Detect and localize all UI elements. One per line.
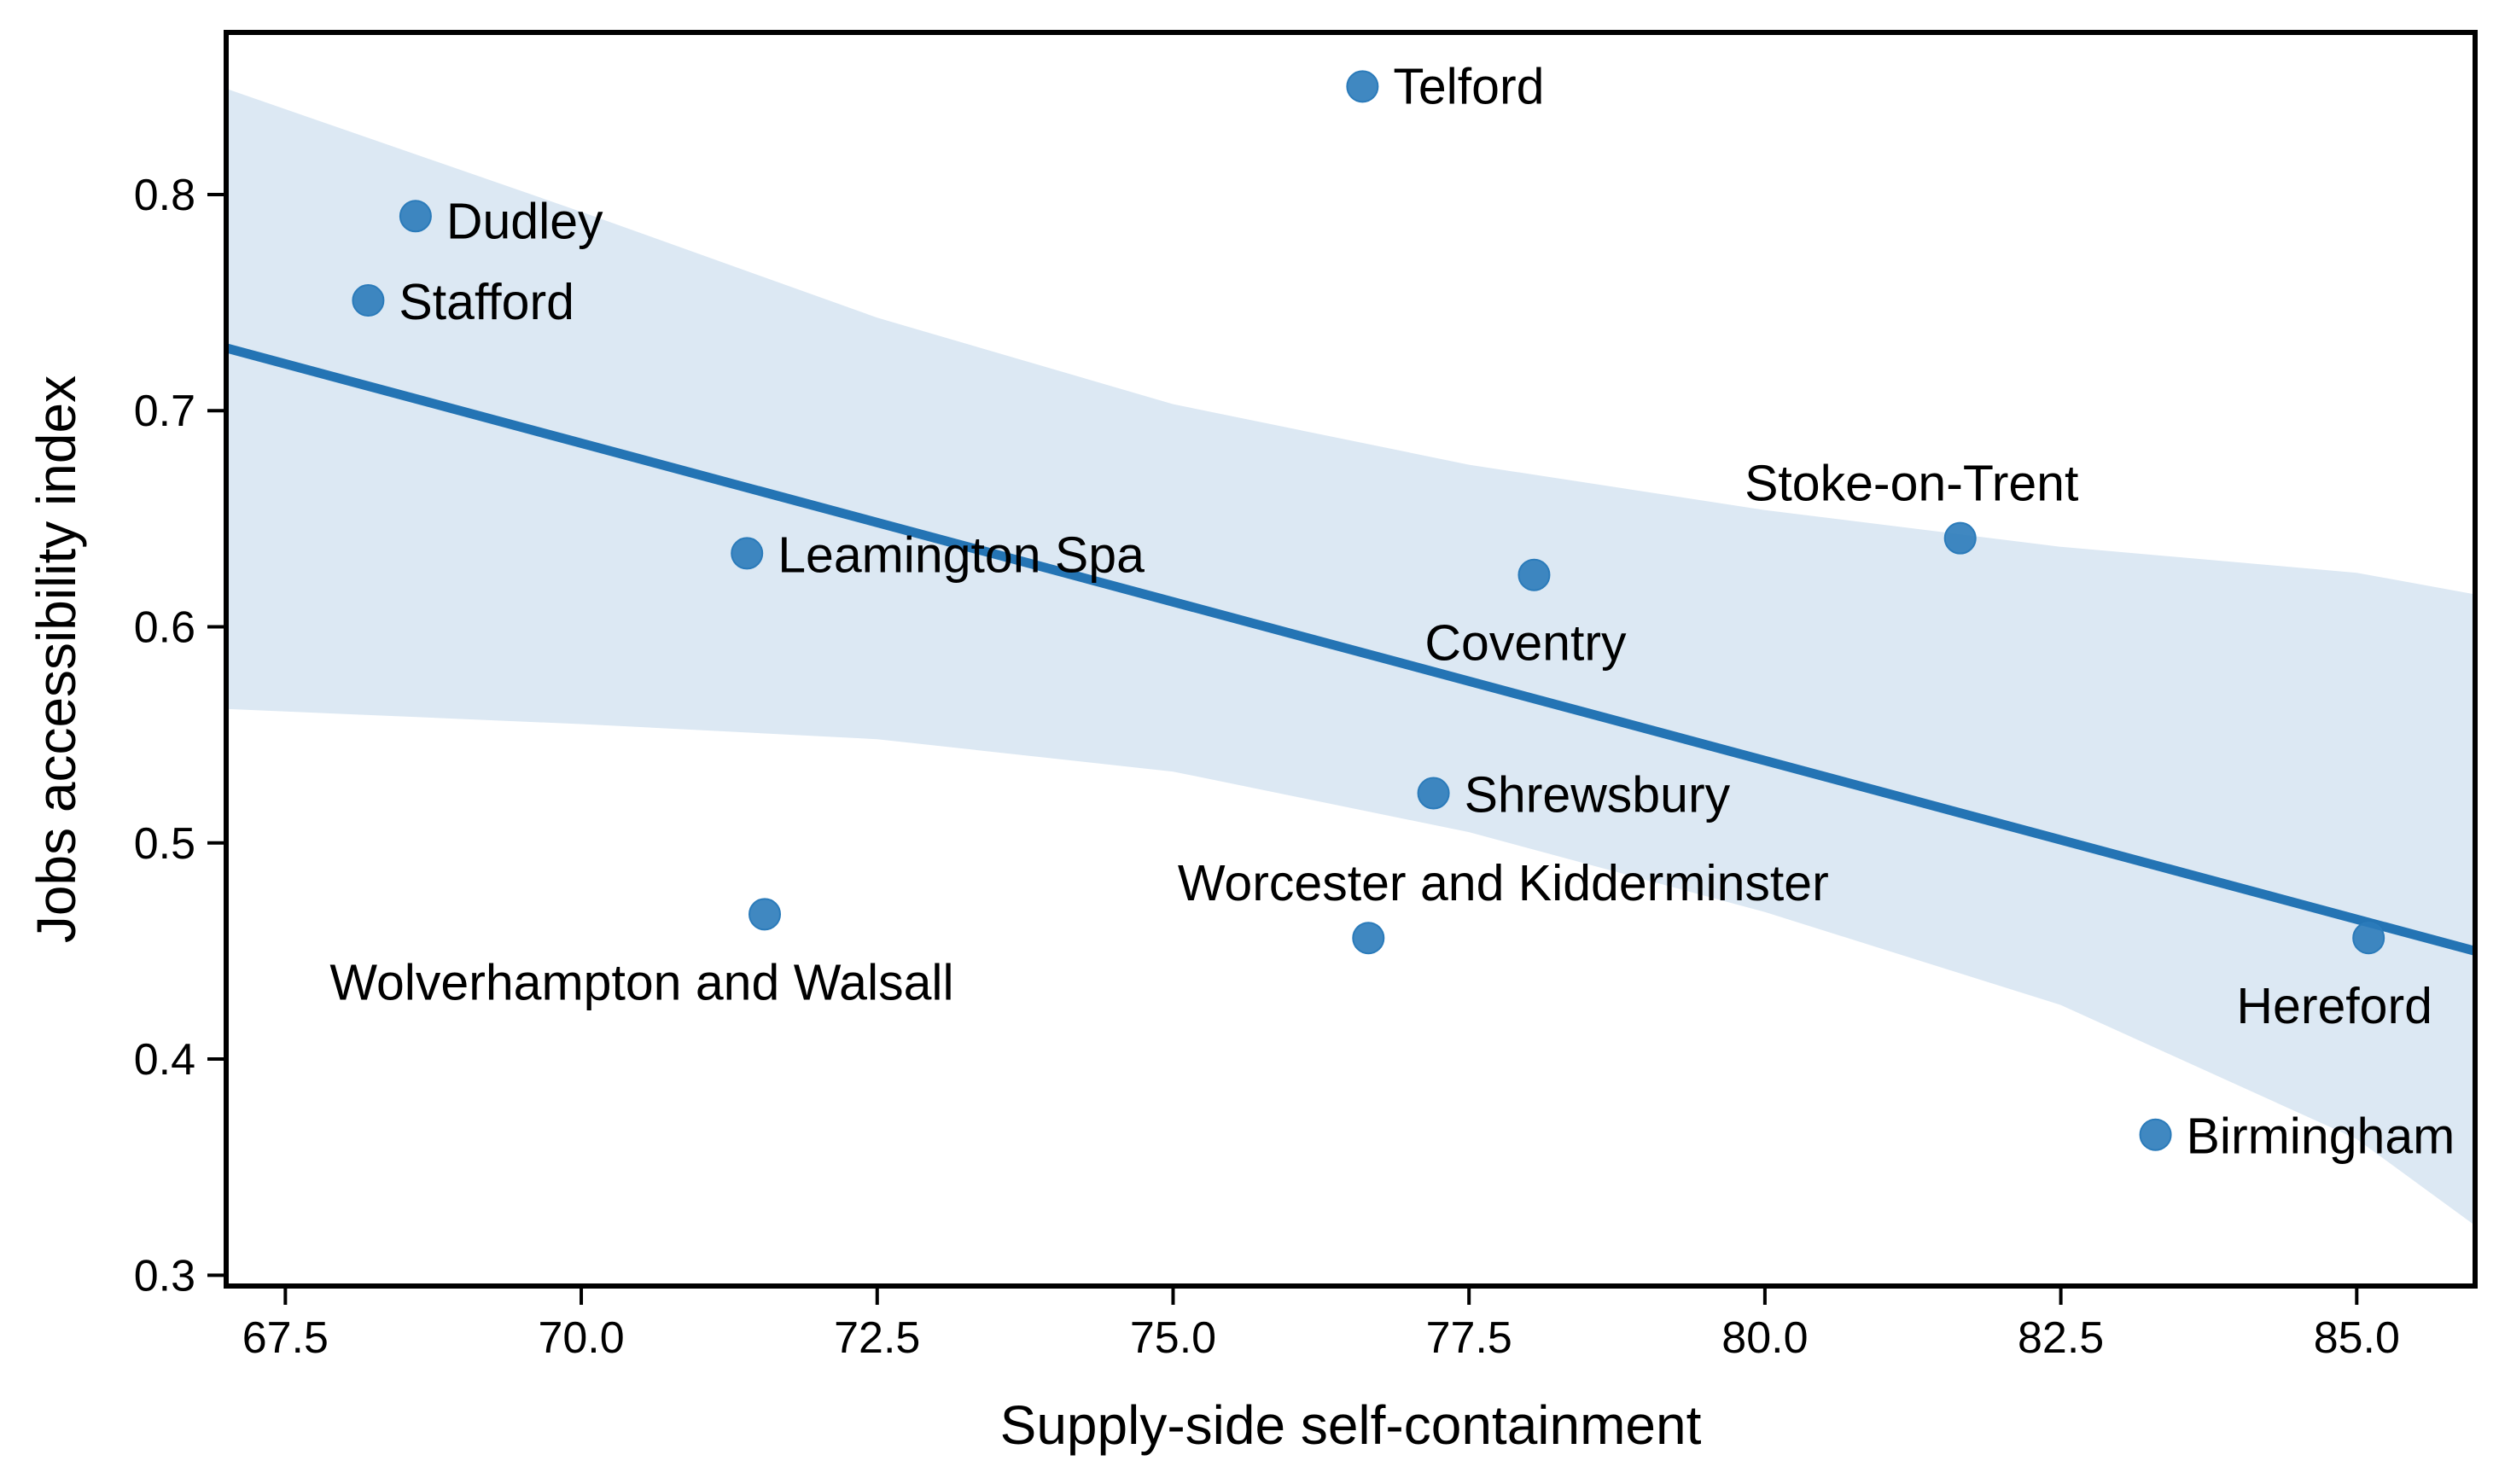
data-point [731, 537, 764, 570]
point-label: Hereford [2236, 978, 2432, 1034]
data-point [1943, 521, 1977, 555]
y-tick-label: 0.5 [134, 819, 195, 869]
regression-line-layer [226, 343, 2475, 956]
x-tick-label: 67.5 [242, 1313, 329, 1363]
plot-area: Telford Dudley Stafford Leamington Spa Coven… [226, 58, 2475, 1226]
y-tick-label: 0.3 [134, 1251, 195, 1301]
point-label: Stoke-on-Trent [1745, 456, 2078, 512]
y-axis-title: Jobs accessibility index [26, 375, 87, 943]
x-tick-label: 75.0 [1130, 1313, 1216, 1363]
y-axis-ticks: 0.3 0.4 0.5 0.6 0.7 0.8 [134, 171, 226, 1301]
point-label: Leamington Spa [778, 527, 1145, 583]
x-tick-label: 80.0 [1721, 1313, 1808, 1363]
y-tick-label: 0.8 [134, 171, 195, 220]
x-tick-label: 72.5 [834, 1313, 920, 1363]
point-label: Wolverhampton and Walsall [329, 954, 953, 1010]
confidence-band [226, 88, 2475, 1226]
points-layer [352, 70, 2385, 1151]
data-point [1352, 922, 1385, 955]
x-tick-label: 70.0 [538, 1313, 624, 1363]
data-point [749, 898, 782, 931]
data-point [2352, 922, 2385, 955]
x-axis-ticks: 67.5 70.0 72.5 75.0 77.5 80.0 82.5 85.0 [242, 1286, 2400, 1363]
x-axis-title: Supply-side self-containment [1000, 1394, 1702, 1456]
x-tick-label: 77.5 [1426, 1313, 1512, 1363]
x-tick-label: 85.0 [2314, 1313, 2400, 1363]
point-label: Coventry [1424, 615, 1627, 672]
point-label: Telford [1393, 58, 1544, 114]
point-label: Worcester and Kidderminster [1178, 855, 1829, 911]
data-point [352, 284, 385, 317]
point-label: Shrewsbury [1465, 767, 1731, 823]
regression-line [226, 343, 2475, 956]
data-point [1517, 558, 1551, 591]
plot-frame [224, 30, 2478, 1289]
confidence-band-layer [226, 88, 2475, 1226]
data-point [2139, 1118, 2172, 1151]
data-point [1346, 70, 1379, 103]
data-point [1417, 777, 1450, 810]
point-label: Birmingham [2187, 1109, 2455, 1165]
x-tick-label: 82.5 [2018, 1313, 2104, 1363]
point-label: Stafford [399, 274, 574, 330]
point-labels-layer: Telford Dudley Stafford Leamington Spa Coven… [329, 58, 2455, 1164]
y-tick-label: 0.4 [134, 1035, 195, 1085]
y-tick-label: 0.6 [134, 603, 195, 653]
y-tick-label: 0.7 [134, 387, 195, 436]
point-label: Dudley [446, 193, 603, 249]
data-point [399, 200, 432, 233]
